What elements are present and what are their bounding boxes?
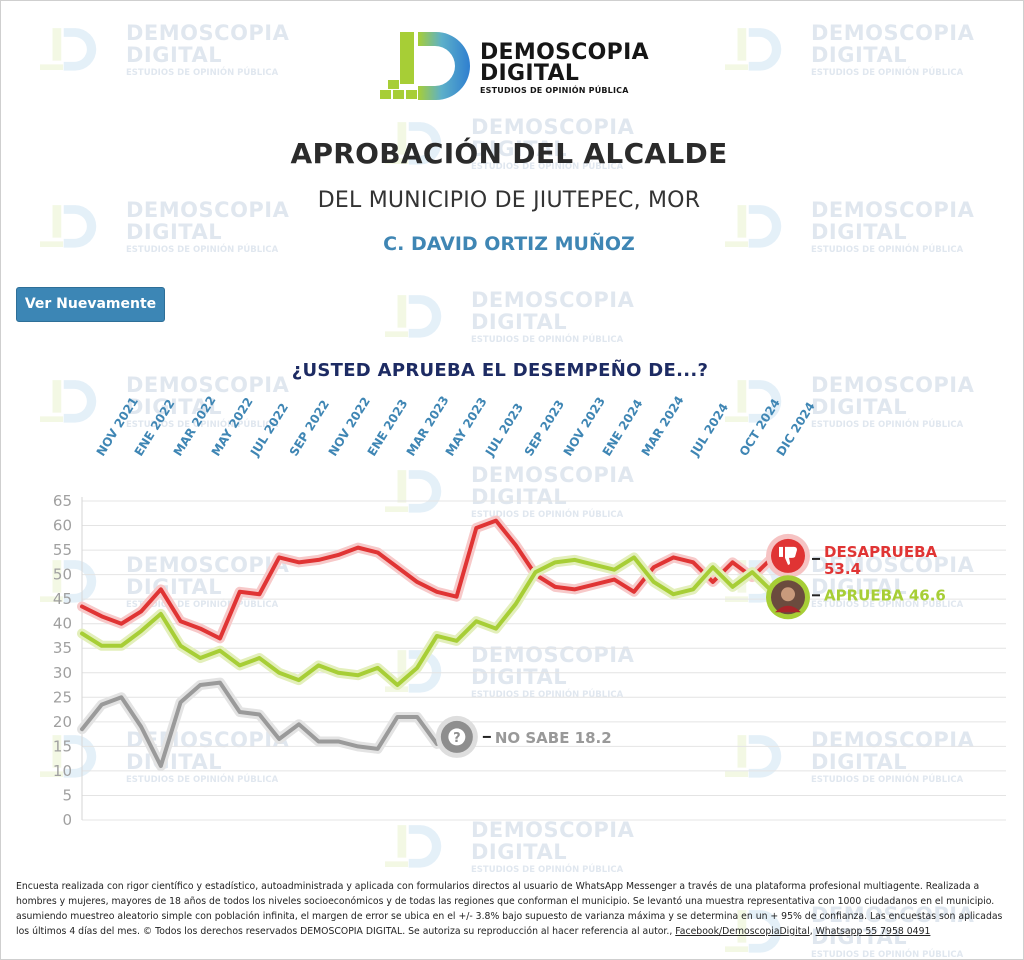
no-sabe-series-line bbox=[80, 680, 439, 769]
y-tick-label: 10 bbox=[53, 762, 72, 780]
watermark: DEMOSCOPIA DIGITAL ESTUDIOS DE OPINIÓN PÚB… bbox=[725, 370, 985, 440]
facebook-link[interactable]: Facebook/DemoscopiaDigital bbox=[675, 926, 810, 937]
watermark: DEMOSCOPIA DIGITAL ESTUDIOS DE OPINIÓN PÚB… bbox=[385, 815, 645, 885]
thumbs-down-icon bbox=[779, 546, 797, 565]
watermark: DEMOSCOPIA DIGITAL ESTUDIOS DE OPINIÓN PÚB… bbox=[725, 900, 985, 960]
x-tick-label: JUL 2024 bbox=[687, 401, 731, 460]
logo-d-mark-icon bbox=[380, 32, 470, 100]
y-tick-label: 55 bbox=[53, 541, 72, 559]
y-tick-label: 60 bbox=[53, 517, 72, 535]
x-tick-label: ENE 2023 bbox=[365, 397, 411, 459]
watermark: DEMOSCOPIA DIGITAL ESTUDIOS DE OPINIÓN PÚB… bbox=[725, 18, 985, 88]
y-tick-label: 15 bbox=[53, 737, 72, 755]
y-tick-label: 65 bbox=[53, 492, 72, 510]
desaprueba-series-halo bbox=[77, 515, 777, 644]
watermark: DEMOSCOPIA DIGITAL ESTUDIOS DE OPINIÓN PÚB… bbox=[385, 640, 645, 710]
methodology-text: Encuesta realizada con rigor científico … bbox=[16, 881, 1003, 937]
brand-logo: DEMOSCOPIA DIGITAL ESTUDIOS DE OPINIÓN P… bbox=[380, 28, 649, 106]
y-tick-label: 5 bbox=[62, 786, 72, 804]
watermark: DEMOSCOPIA DIGITAL ESTUDIOS DE OPINIÓN PÚB… bbox=[40, 550, 300, 620]
y-tick-label: 30 bbox=[53, 664, 72, 682]
watermark: DEMOSCOPIA DIGITAL ESTUDIOS DE OPINIÓN PÚB… bbox=[385, 285, 645, 355]
question-mark-glyph: ? bbox=[453, 731, 461, 746]
y-tick-label: 50 bbox=[53, 566, 72, 584]
mayor-avatar-face bbox=[781, 587, 795, 602]
page-title: APROBACIÓN DEL ALCALDE bbox=[290, 137, 728, 170]
mayor-avatar-body bbox=[775, 605, 801, 613]
desaprueba-series-line bbox=[80, 518, 774, 641]
x-tick-label: JUL 2022 bbox=[247, 401, 291, 460]
replay-button[interactable]: Ver Nuevamente bbox=[16, 287, 165, 322]
official-name: C. DAVID ORTIZ MUÑOZ bbox=[383, 233, 635, 255]
whatsapp-link[interactable]: Whatsapp 55 7958 0491 bbox=[815, 926, 931, 937]
x-tick-label: SEP 2023 bbox=[522, 398, 567, 459]
x-tick-label: MAR 2024 bbox=[639, 393, 687, 458]
x-tick-label: ENE 2022 bbox=[132, 397, 178, 459]
y-tick-label: 40 bbox=[53, 615, 72, 633]
aprueba-series-line bbox=[80, 555, 774, 688]
x-tick-label: MAY 2023 bbox=[443, 395, 490, 459]
no-sabe-series-halo bbox=[77, 677, 442, 772]
watermark: DEMOSCOPIA DIGITAL ESTUDIOS DE OPINIÓN PÚB… bbox=[385, 112, 645, 182]
x-tick-label: DIC 2024 bbox=[774, 400, 818, 459]
page-subtitle: DEL MUNICIPIO DE JIUTEPEC, MOR bbox=[317, 188, 701, 213]
y-tick-label: 0 bbox=[62, 811, 72, 829]
methodology-note: Encuesta realizada con rigor científico … bbox=[16, 881, 1003, 937]
no-sabe-end-label: NO SABE 18.2 bbox=[495, 729, 612, 747]
watermark: DEMOSCOPIA DIGITAL ESTUDIOS DE OPINIÓN PÚB… bbox=[40, 195, 300, 265]
x-tick-label: SEP 2022 bbox=[287, 398, 332, 459]
y-tick-label: 20 bbox=[53, 713, 72, 731]
x-tick-label: ENE 2024 bbox=[600, 397, 646, 459]
question-mark-icon bbox=[448, 728, 466, 746]
watermark: DEMOSCOPIA DIGITAL ESTUDIOS DE OPINIÓN PÚB… bbox=[40, 18, 300, 88]
logo-tagline: ESTUDIOS DE OPINIÓN PÚBLICA bbox=[480, 86, 629, 95]
desaprueba-end-label: DESAPRUEBA bbox=[824, 543, 938, 561]
desaprueba-end-value: 53.4 bbox=[824, 560, 861, 578]
x-tick-label: JUL 2023 bbox=[482, 401, 526, 460]
watermark: DEMOSCOPIA DIGITAL ESTUDIOS DE OPINIÓN PÚB… bbox=[385, 460, 645, 530]
y-tick-label: 35 bbox=[53, 639, 72, 657]
logo-wordmark: DEMOSCOPIA DIGITAL bbox=[480, 40, 649, 86]
y-tick-label: 25 bbox=[53, 688, 72, 706]
aprueba-end-label: APRUEBA 46.6 bbox=[824, 586, 946, 604]
watermark: DEMOSCOPIA DIGITAL ESTUDIOS DE OPINIÓN PÚB… bbox=[725, 195, 985, 265]
y-tick-label: 45 bbox=[53, 590, 72, 608]
chart-title: ¿USTED APRUEBA EL DESEMPEÑO DE...? bbox=[291, 360, 709, 381]
watermark: DEMOSCOPIA DIGITAL ESTUDIOS DE OPINIÓN PÚB… bbox=[40, 370, 300, 440]
watermark: DEMOSCOPIA DIGITAL ESTUDIOS DE OPINIÓN PÚB… bbox=[725, 725, 985, 795]
